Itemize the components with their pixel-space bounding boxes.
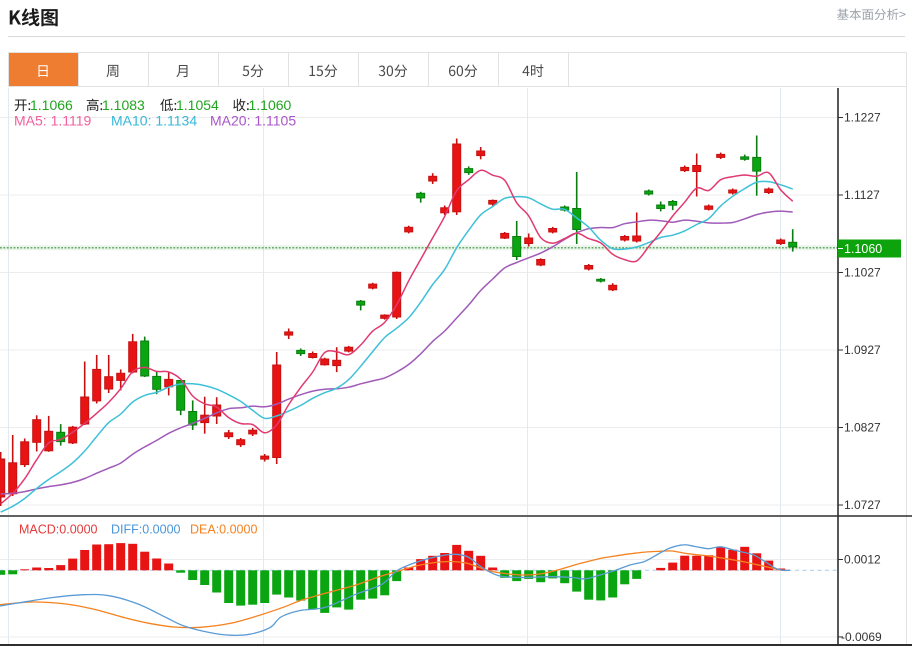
svg-text:1.1027: 1.1027	[844, 266, 881, 280]
svg-text:1.1127: 1.1127	[844, 188, 880, 202]
svg-text:MA20: 1.1105: MA20: 1.1105	[210, 113, 296, 129]
svg-text:1.0827: 1.0827	[844, 421, 881, 435]
svg-text:1.1054: 1.1054	[176, 97, 219, 113]
svg-text:DEA:0.0000: DEA:0.0000	[190, 523, 257, 537]
svg-text:1.0727: 1.0727	[844, 498, 881, 512]
svg-text:0.0012: 0.0012	[844, 553, 881, 567]
svg-text:-0.0069: -0.0069	[841, 630, 882, 644]
svg-text:MA10: 1.1134: MA10: 1.1134	[111, 113, 197, 129]
svg-text:1.1227: 1.1227	[844, 111, 881, 125]
svg-text:1.1060: 1.1060	[249, 97, 292, 113]
svg-text:MACD:0.0000: MACD:0.0000	[19, 523, 98, 537]
svg-text:1.1066: 1.1066	[30, 97, 73, 113]
svg-text:DIFF:0.0000: DIFF:0.0000	[111, 523, 181, 537]
svg-text:MA5: 1.1119: MA5: 1.1119	[14, 113, 92, 129]
svg-text:1.1060: 1.1060	[844, 242, 882, 256]
svg-text:1.1083: 1.1083	[102, 97, 145, 113]
svg-text:1.0927: 1.0927	[844, 343, 881, 357]
